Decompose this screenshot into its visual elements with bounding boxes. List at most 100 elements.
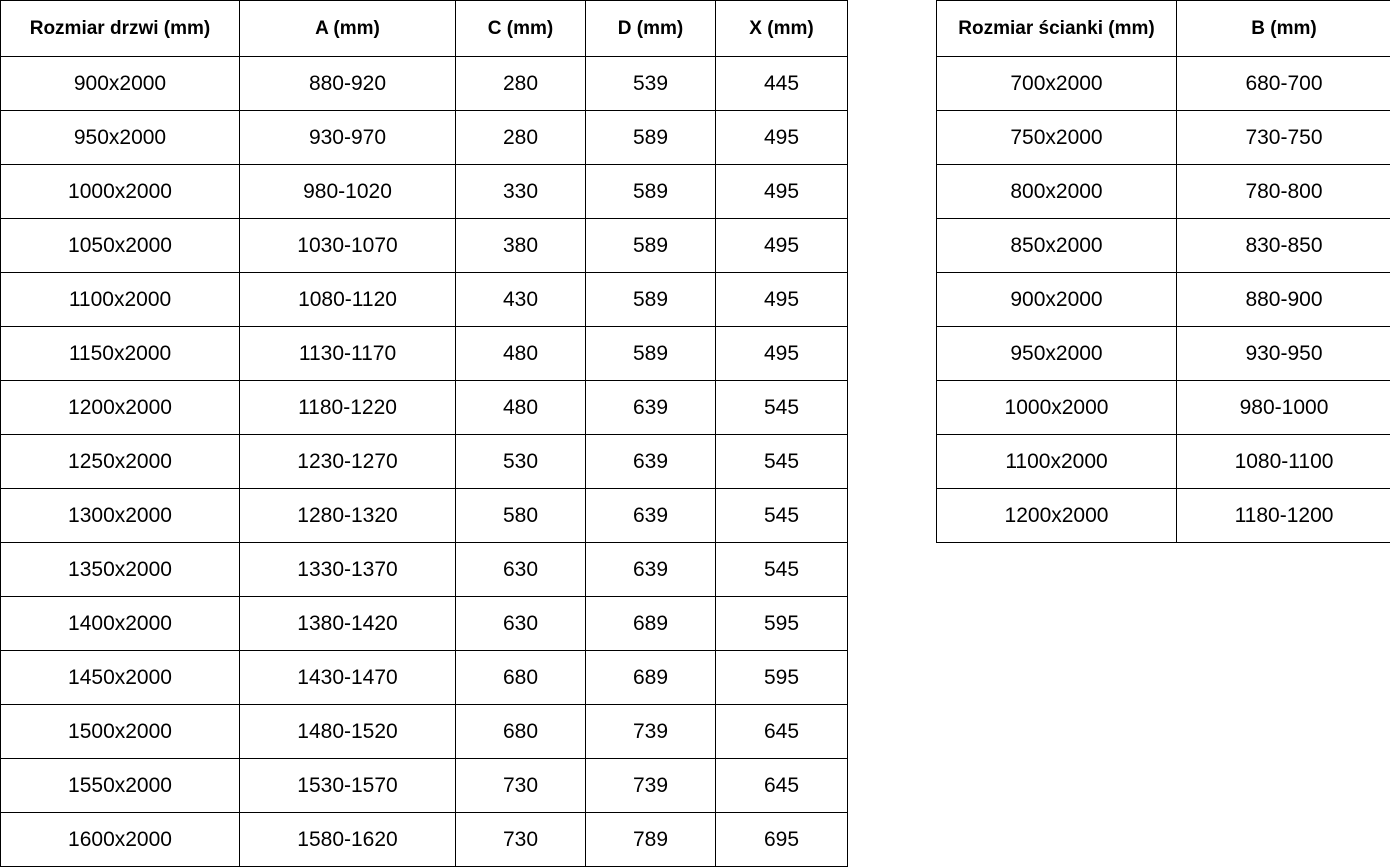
table-cell: 780-800 — [1177, 165, 1390, 219]
table-cell: 980-1000 — [1177, 381, 1390, 435]
table-cell: 730-750 — [1177, 111, 1390, 165]
table-cell: 1550x2000 — [1, 759, 240, 813]
table-cell: 730 — [456, 813, 586, 867]
table-cell: 1180-1220 — [240, 381, 456, 435]
table-cell: 280 — [456, 57, 586, 111]
table-cell: 1200x2000 — [937, 489, 1177, 543]
column-header: C (mm) — [456, 1, 586, 57]
table-cell: 639 — [586, 543, 716, 597]
table-cell: 880-900 — [1177, 273, 1390, 327]
table-cell: 645 — [716, 705, 848, 759]
table-cell: 680 — [456, 651, 586, 705]
table-cell: 880-920 — [240, 57, 456, 111]
table-cell: 1330-1370 — [240, 543, 456, 597]
table-cell: 589 — [586, 165, 716, 219]
table-cell: 1300x2000 — [1, 489, 240, 543]
table-cell: 900x2000 — [937, 273, 1177, 327]
table-cell: 495 — [716, 273, 848, 327]
table-cell: 1080-1120 — [240, 273, 456, 327]
table-cell: 730 — [456, 759, 586, 813]
table-cell: 900x2000 — [1, 57, 240, 111]
table-cell: 589 — [586, 327, 716, 381]
table-cell: 1100x2000 — [937, 435, 1177, 489]
table-cell: 1450x2000 — [1, 651, 240, 705]
table-cell: 330 — [456, 165, 586, 219]
table-cell: 630 — [456, 543, 586, 597]
table-cell: 1530-1570 — [240, 759, 456, 813]
header-row: Rozmiar ścianki (mm)B (mm) — [937, 1, 1390, 57]
column-header: A (mm) — [240, 1, 456, 57]
table-cell: 639 — [586, 381, 716, 435]
table-cell: 430 — [456, 273, 586, 327]
table-cell: 1500x2000 — [1, 705, 240, 759]
table-cell: 1350x2000 — [1, 543, 240, 597]
table-cell: 950x2000 — [937, 327, 1177, 381]
table-cell: 930-950 — [1177, 327, 1390, 381]
table-cell: 495 — [716, 165, 848, 219]
table-cell: 595 — [716, 651, 848, 705]
table-cell: 850x2000 — [937, 219, 1177, 273]
table-cell: 545 — [716, 435, 848, 489]
table-cell: 789 — [586, 813, 716, 867]
table-cell: 445 — [716, 57, 848, 111]
table-cell: 700x2000 — [937, 57, 1177, 111]
table-cell: 1600x2000 — [1, 813, 240, 867]
table-cell: 680 — [456, 705, 586, 759]
table-cell: 950x2000 — [1, 111, 240, 165]
door-size-table: Rozmiar drzwi (mm)A (mm)C (mm)D (mm)X (m… — [0, 0, 848, 867]
table-cell: 1580-1620 — [240, 813, 456, 867]
table-cell: 545 — [716, 543, 848, 597]
table-cell: 930-970 — [240, 111, 456, 165]
table-cell: 1150x2000 — [1, 327, 240, 381]
table-cell: 495 — [716, 111, 848, 165]
column-header: Rozmiar ścianki (mm) — [937, 1, 1177, 57]
table-cell: 1430-1470 — [240, 651, 456, 705]
table-cell: 1480-1520 — [240, 705, 456, 759]
table-cell: 380 — [456, 219, 586, 273]
table-cell: 589 — [586, 273, 716, 327]
table-cell: 830-850 — [1177, 219, 1390, 273]
table-cell: 689 — [586, 597, 716, 651]
table-cell: 280 — [456, 111, 586, 165]
table-cell: 1100x2000 — [1, 273, 240, 327]
table-cell: 1280-1320 — [240, 489, 456, 543]
table-cell: 480 — [456, 327, 586, 381]
table-cell: 695 — [716, 813, 848, 867]
table-cell: 639 — [586, 435, 716, 489]
table-cell: 645 — [716, 759, 848, 813]
table-cell: 1200x2000 — [1, 381, 240, 435]
table-cell: 1000x2000 — [937, 381, 1177, 435]
table-cell: 680-700 — [1177, 57, 1390, 111]
table-cell: 595 — [716, 597, 848, 651]
table-cell: 1380-1420 — [240, 597, 456, 651]
table-cell: 1130-1170 — [240, 327, 456, 381]
table-cell: 495 — [716, 219, 848, 273]
table-cell: 580 — [456, 489, 586, 543]
table-cell: 1000x2000 — [1, 165, 240, 219]
table-cell: 1400x2000 — [1, 597, 240, 651]
table-cell: 1230-1270 — [240, 435, 456, 489]
